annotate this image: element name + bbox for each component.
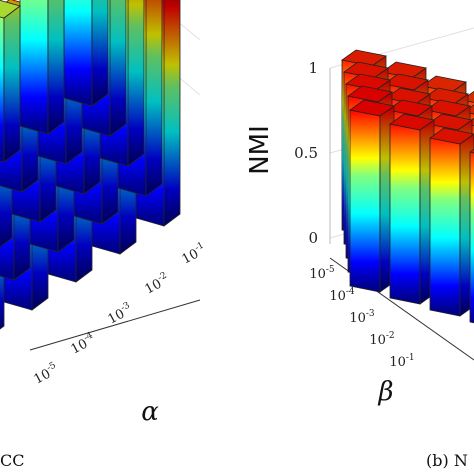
- bar-0-0: [349, 99, 395, 293]
- z-tick-label: 0.5: [294, 144, 318, 162]
- left-chart-panel: 10-510-410-310-2 10-1 α CC: [0, 0, 209, 470]
- alpha-tick-label: 10-1: [179, 241, 209, 268]
- left-alpha-ticks: 10-510-410-310-2 10-1: [31, 241, 209, 388]
- bar-4-3: [19, 0, 65, 135]
- right-caption: (b) N: [426, 451, 468, 470]
- beta-tick-label: 10-3: [349, 309, 375, 326]
- beta-tick-label: 10-2: [369, 331, 394, 348]
- alpha-tick-label: 10-2: [142, 271, 172, 298]
- right-z-ticks: 00.51: [294, 59, 318, 247]
- beta-axis-label: β: [377, 377, 393, 407]
- left-bars: [0, 0, 181, 330]
- nmi-axis-label: NMI: [245, 125, 275, 175]
- right-chart-panel: 00.51 10-510-410-310-210-1 NMI β (b) N: [245, 27, 474, 470]
- z-tick-label: 0: [308, 229, 318, 247]
- bar-4-2: [0, 0, 21, 163]
- bar-0-2: [429, 127, 474, 317]
- alpha-tick-label: 10-3: [105, 300, 136, 327]
- alpha-axis-label: α: [141, 397, 159, 427]
- right-bars: [341, 49, 474, 324]
- right-beta-ticks: 10-5 10-4 10-3 10-2 10-1: [309, 265, 414, 370]
- beta-tick-label: 10-1: [389, 353, 414, 370]
- bar-0-3: [469, 148, 474, 324]
- alpha-tick-label: 10-5: [31, 360, 62, 387]
- beta-tick-label: 10-4: [329, 287, 355, 304]
- z-tick-label: 1: [308, 59, 318, 77]
- left-caption: CC: [0, 451, 24, 470]
- alpha-axis-line: [29, 299, 201, 351]
- alpha-tick-label: 10-4: [68, 330, 99, 357]
- beta-tick-label: 10-5: [309, 265, 335, 282]
- bar-4-4: [63, 0, 109, 107]
- bar-0-1: [389, 113, 435, 305]
